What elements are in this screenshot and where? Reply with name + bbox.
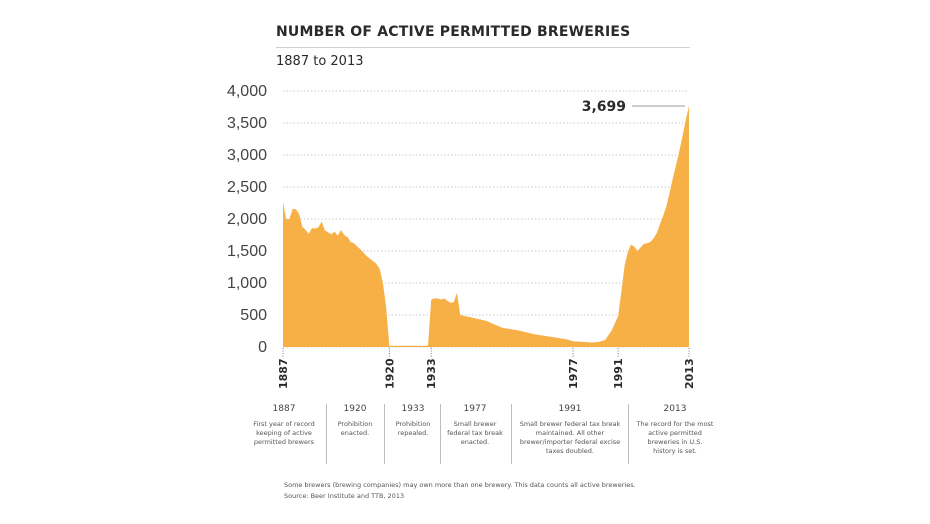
annotation-1920: 1920 Prohibition enacted. [332, 404, 378, 438]
annotation-year: 1920 [343, 404, 367, 414]
annotation-year: 1991 [558, 404, 582, 414]
x-tick-label: 1887 [277, 358, 290, 389]
footnote: Some brewers (brewing companies) may own… [284, 480, 636, 502]
y-tick-label: 2,000 [227, 211, 267, 228]
annotation-year: 1933 [401, 404, 425, 414]
chart-subtitle: 1887 to 2013 [276, 54, 364, 69]
annotation-row: 1887 First year of record keeping of act… [248, 404, 720, 468]
y-tick-label: 2,500 [227, 179, 267, 196]
annotation-year: 2013 [663, 404, 687, 414]
y-tick-label: 0 [258, 339, 267, 356]
y-tick-label: 3,500 [227, 115, 267, 132]
title-divider [276, 47, 690, 48]
annotation-1977: 1977 Small brewer federal tax break enac… [444, 404, 506, 447]
source-line: Source: Beer Institute and TTB, 2013 [284, 492, 405, 500]
x-tick-label: 1920 [383, 358, 396, 389]
x-tick-label: 1991 [612, 358, 625, 389]
annotation-divider [326, 404, 327, 464]
x-axis-ticks: 1887 1920 1933 1977 1991 2013 [277, 348, 696, 389]
annotation-year: 1887 [272, 404, 296, 414]
annotation-desc: Prohibition enacted. [337, 420, 373, 437]
annotation-desc: Prohibition repealed. [395, 420, 431, 437]
y-tick-label: 4,000 [227, 83, 267, 100]
x-tick-label: 1977 [567, 358, 580, 389]
annotation-desc: Small brewer federal tax break enacted. [447, 420, 503, 446]
annotation-1933: 1933 Prohibition repealed. [390, 404, 436, 438]
x-tick-label: 1933 [425, 358, 438, 389]
y-tick-label: 1,500 [227, 243, 267, 260]
data-area [283, 105, 689, 347]
y-axis-labels: 0 500 1,000 1,500 2,000 2,500 3,000 3,500 4,000 [227, 83, 267, 356]
annotation-divider [511, 404, 512, 464]
annotation-divider [628, 404, 629, 464]
data-area-group [283, 105, 689, 347]
annotation-desc: Small brewer federal tax break maintaine… [519, 420, 621, 455]
y-tick-label: 500 [240, 307, 267, 324]
annotation-1887: 1887 First year of record keeping of act… [248, 404, 320, 447]
callout-label: 3,699 [582, 99, 626, 115]
annotation-1991: 1991 Small brewer federal tax break main… [518, 404, 622, 456]
annotation-year: 1977 [463, 404, 487, 414]
x-tick-label: 2013 [683, 358, 696, 389]
annotation-divider [384, 404, 385, 464]
callout-group: 3,699 [582, 99, 685, 115]
annotation-divider [440, 404, 441, 464]
annotation-desc: First year of record keeping of active p… [253, 420, 315, 446]
y-tick-label: 3,000 [227, 147, 267, 164]
footnote-line: Some brewers (brewing companies) may own… [284, 481, 636, 489]
annotation-2013: 2013 The record for the most active perm… [636, 404, 714, 456]
chart-title: NUMBER OF ACTIVE PERMITTED BREWERIES [276, 24, 631, 40]
y-tick-label: 1,000 [227, 275, 267, 292]
annotation-desc: The record for the most active permitted… [636, 420, 714, 455]
